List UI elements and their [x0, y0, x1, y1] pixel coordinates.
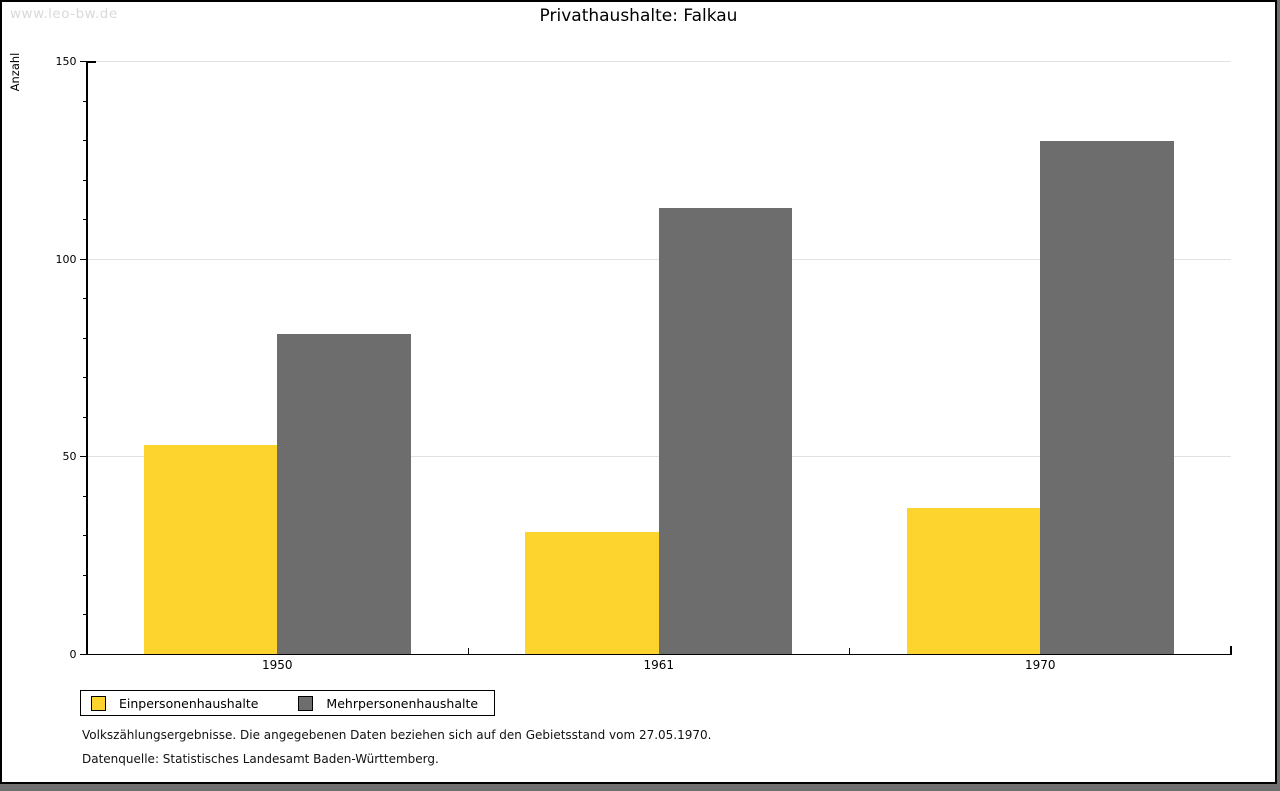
x-axis-end-cap — [1230, 646, 1232, 654]
y-major-tick-0 — [79, 653, 87, 655]
y-minor-tick-40 — [82, 495, 87, 497]
y-minor-tick-130 — [82, 140, 87, 141]
gridline-150 — [86, 61, 1231, 62]
legend-box: Einpersonenhaushalte Mehrpersonenhaushalt… — [80, 690, 496, 716]
y-minor-tick-110 — [82, 219, 87, 220]
legend-swatch-mehrpersonenhaushalte — [298, 695, 314, 711]
y-minor-tick-20 — [82, 574, 87, 576]
bar-einpersonenhaushalte-1961 — [525, 531, 659, 654]
y-tick-label-0: 0 — [69, 647, 77, 661]
y-minor-tick-80 — [82, 337, 87, 339]
x-category-label-1961: 1961 — [643, 658, 675, 672]
y-major-tick-50 — [79, 456, 87, 457]
y-minor-tick-60 — [82, 416, 87, 418]
legend-item-mehrpersonenhaushalte: Mehrpersonenhaushalte — [298, 695, 479, 711]
bar-mehrpersonenhaushalte-1950 — [277, 334, 411, 654]
legend-item-einpersonenhaushalte: Einpersonenhaushalte — [91, 695, 259, 711]
footnote-census: Volkszählungsergebnisse. Die angegebenen… — [82, 728, 712, 742]
y-minor-tick-70 — [82, 377, 87, 378]
bar-mehrpersonenhaushalte-1961 — [658, 207, 793, 654]
x-category-label-1970: 1970 — [1024, 658, 1056, 672]
y-tick-label-150: 150 — [55, 55, 77, 68]
x-category-label-1950: 1950 — [261, 658, 293, 672]
y-minor-tick-90 — [82, 298, 87, 299]
y-axis-top-cap — [86, 61, 96, 63]
y-major-tick-100 — [79, 258, 87, 260]
legend-label-mehrpersonenhaushalte: Mehrpersonenhaushalte — [326, 695, 479, 711]
y-tick-label-100: 100 — [55, 252, 77, 266]
y-minor-tick-30 — [82, 535, 87, 536]
bar-einpersonenhaushalte-1950 — [143, 444, 278, 654]
bar-mehrpersonenhaushalte-1970 — [1040, 140, 1174, 654]
legend-swatch-einpersonenhaushalte — [91, 695, 106, 711]
chart-title: Privathaushalte: Falkau — [539, 6, 738, 26]
y-tick-label-50: 50 — [62, 450, 77, 463]
y-minor-tick-10 — [82, 614, 87, 615]
x-axis-line — [86, 653, 1232, 655]
y-axis-line — [86, 61, 88, 655]
bar-einpersonenhaushalte-1970 — [906, 507, 1041, 654]
x-boundary-tick-1 — [467, 648, 469, 654]
x-boundary-tick-2 — [849, 648, 850, 654]
footnote-source: Datenquelle: Statistisches Landesamt Bad… — [82, 752, 439, 766]
watermark: www.leo-bw.de — [10, 6, 118, 22]
y-minor-tick-120 — [82, 179, 87, 181]
legend-label-einpersonenhaushalte: Einpersonenhaushalte — [119, 695, 259, 711]
y-major-tick-150 — [79, 61, 87, 62]
y-minor-tick-140 — [82, 100, 87, 102]
